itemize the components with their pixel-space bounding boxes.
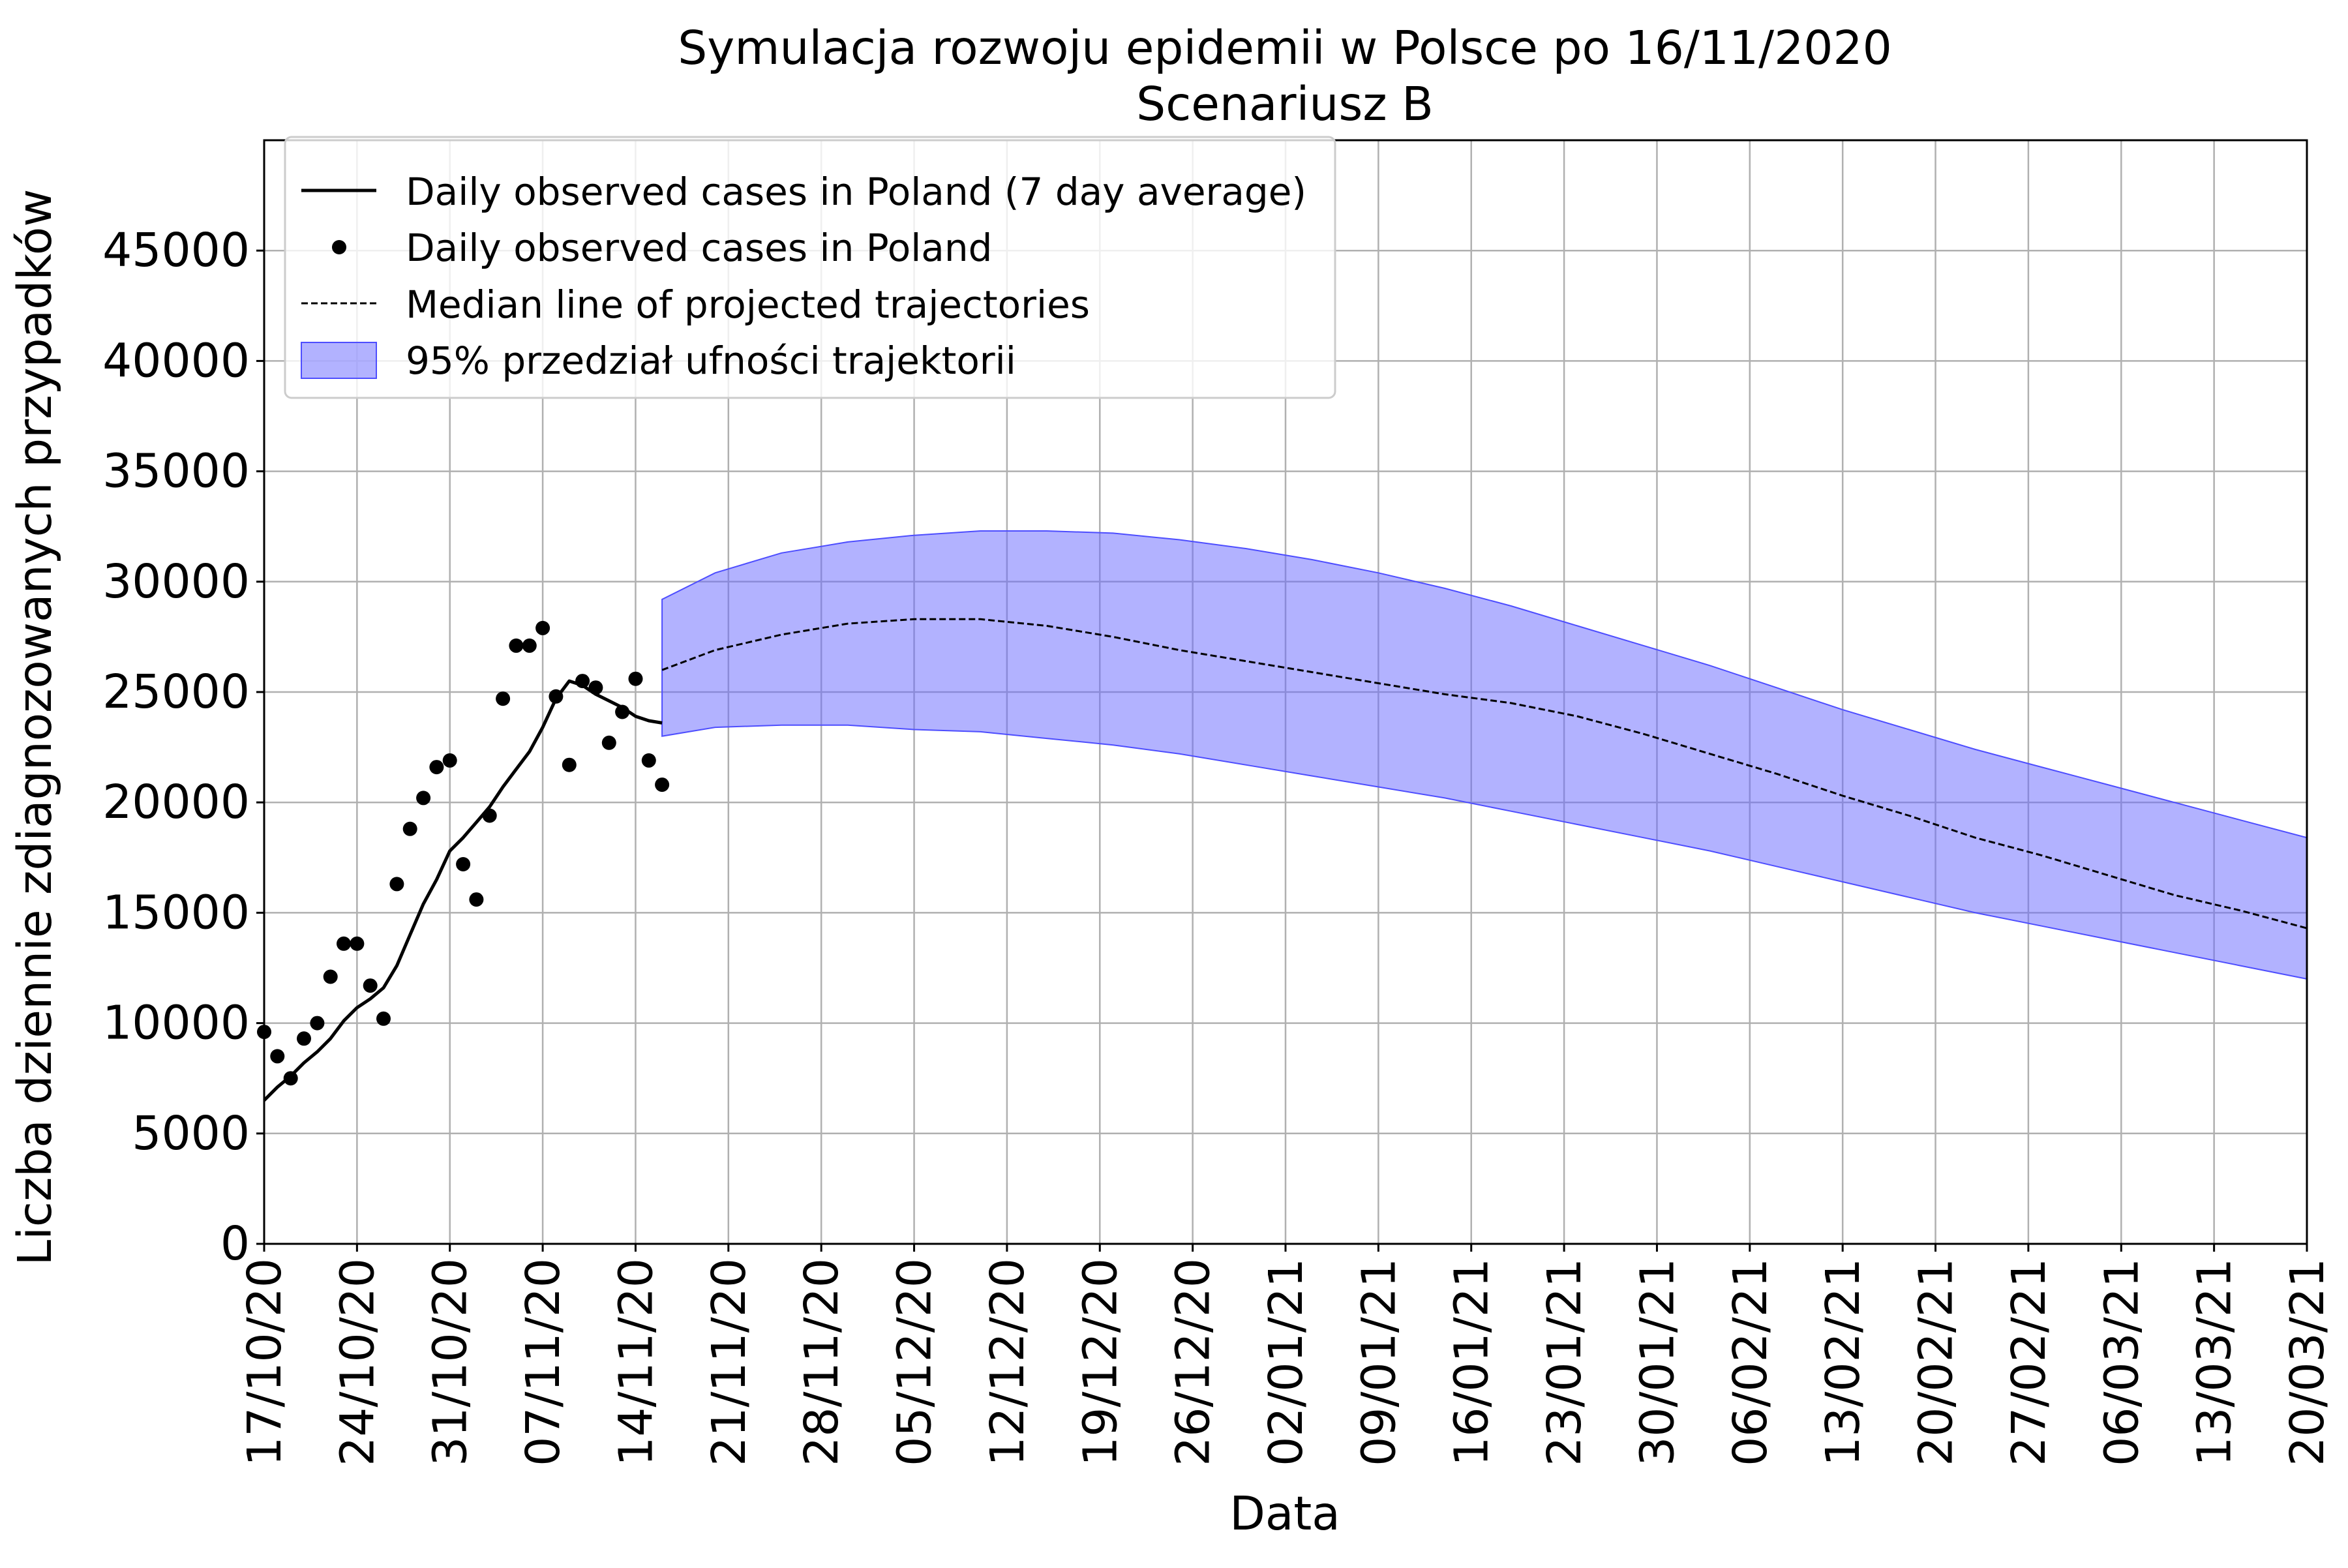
data-point-observed xyxy=(549,689,564,704)
data-point-observed xyxy=(482,808,497,823)
x-axis-label: Data xyxy=(1229,1486,1340,1541)
data-point-observed xyxy=(350,936,365,951)
data-point-observed xyxy=(363,978,378,993)
y-axis-ticks: 0 5000 10000 15000 20000 25000 30000 35000 40000… xyxy=(102,223,264,1271)
data-point-observed xyxy=(402,821,417,836)
data-point-observed xyxy=(456,857,471,871)
data-point-observed xyxy=(310,1016,325,1031)
legend-frame xyxy=(284,136,1336,399)
data-point-observed xyxy=(416,791,431,806)
legend: Daily observed cases in Poland (7 day av… xyxy=(284,136,1336,399)
data-point-observed xyxy=(588,680,603,695)
x-tick-label: 30/01/21 xyxy=(1630,1258,1684,1466)
x-tick-label: 06/03/21 xyxy=(2094,1258,2148,1466)
data-point-observed xyxy=(469,892,484,907)
data-point-observed xyxy=(442,753,457,768)
x-tick-label: 27/02/21 xyxy=(2002,1258,2056,1466)
data-point-observed xyxy=(601,735,616,750)
data-point-observed xyxy=(496,691,511,706)
data-point-observed xyxy=(655,777,670,792)
data-point-observed xyxy=(323,969,338,984)
y-tick-label: 15000 xyxy=(102,885,250,939)
chart-subtitle: Scenariusz B xyxy=(1136,77,1434,131)
y-tick-label: 5000 xyxy=(132,1106,250,1160)
y-tick-label: 20000 xyxy=(102,775,250,829)
data-point-observed xyxy=(297,1031,311,1046)
x-tick-label: 21/11/20 xyxy=(702,1258,756,1466)
data-point-observed xyxy=(535,620,550,635)
data-point-observed xyxy=(641,753,656,768)
y-axis-label: Liczba dziennie zdiagnozowanych przypadk… xyxy=(8,189,62,1266)
x-tick-label: 28/11/20 xyxy=(794,1258,849,1466)
x-tick-label: 20/02/21 xyxy=(1909,1258,1963,1466)
data-point-observed xyxy=(337,936,351,951)
data-point-observed xyxy=(522,638,537,653)
x-tick-label: 31/10/20 xyxy=(423,1258,477,1466)
y-tick-label: 25000 xyxy=(102,665,250,719)
data-point-observed xyxy=(628,671,643,686)
x-tick-label: 20/03/21 xyxy=(2280,1258,2334,1466)
chart-title: Symulacja rozwoju epidemii w Polsce po 1… xyxy=(678,21,1892,75)
x-tick-label: 16/01/21 xyxy=(1445,1258,1499,1466)
x-tick-label: 02/01/21 xyxy=(1259,1258,1313,1466)
x-tick-label: 24/10/20 xyxy=(330,1258,384,1466)
y-tick-label: 30000 xyxy=(102,554,250,609)
data-point-observed xyxy=(615,704,630,719)
x-tick-label: 09/01/21 xyxy=(1351,1258,1406,1466)
x-tick-label: 19/12/20 xyxy=(1073,1258,1127,1466)
x-tick-label: 13/02/21 xyxy=(1816,1258,1870,1466)
data-point-observed xyxy=(283,1071,298,1086)
data-point-observed xyxy=(575,674,590,689)
x-tick-label: 17/10/20 xyxy=(237,1258,292,1466)
data-point-observed xyxy=(509,638,524,653)
x-axis-ticks: 17/10/20 24/10/20 31/10/20 07/11/20 14/11/20… xyxy=(237,1244,2334,1466)
legend-label-median: Median line of projected trajectories xyxy=(406,282,1090,327)
legend-label-band: 95% przedział ufności trajektorii xyxy=(406,339,1016,383)
y-tick-label: 35000 xyxy=(102,444,250,498)
x-tick-label: 14/11/20 xyxy=(609,1258,663,1466)
data-point-observed xyxy=(562,757,577,772)
y-tick-label: 10000 xyxy=(102,996,250,1050)
x-tick-label: 13/03/21 xyxy=(2188,1258,2242,1466)
x-tick-label: 05/12/20 xyxy=(888,1258,942,1466)
data-point-observed xyxy=(376,1011,391,1026)
x-tick-label: 06/02/21 xyxy=(1723,1258,1777,1466)
point-layer xyxy=(257,620,670,1086)
y-tick-label: 40000 xyxy=(102,333,250,387)
x-tick-label: 07/11/20 xyxy=(516,1258,570,1466)
x-tick-label: 26/12/20 xyxy=(1166,1258,1220,1466)
data-point-observed xyxy=(389,877,404,892)
series-line-median-projection xyxy=(661,618,2308,929)
y-tick-label: 0 xyxy=(220,1216,250,1271)
y-tick-label: 45000 xyxy=(102,223,250,277)
data-point-observed xyxy=(270,1049,285,1064)
x-tick-label: 12/12/20 xyxy=(980,1258,1034,1466)
legend-label-avg: Daily observed cases in Poland (7 day av… xyxy=(406,170,1306,214)
legend-swatch-band xyxy=(301,342,377,379)
legend-swatch-points xyxy=(332,240,346,254)
data-point-observed xyxy=(429,760,444,775)
x-tick-label: 23/01/21 xyxy=(1537,1258,1591,1466)
legend-label-points: Daily observed cases in Poland xyxy=(406,226,992,270)
